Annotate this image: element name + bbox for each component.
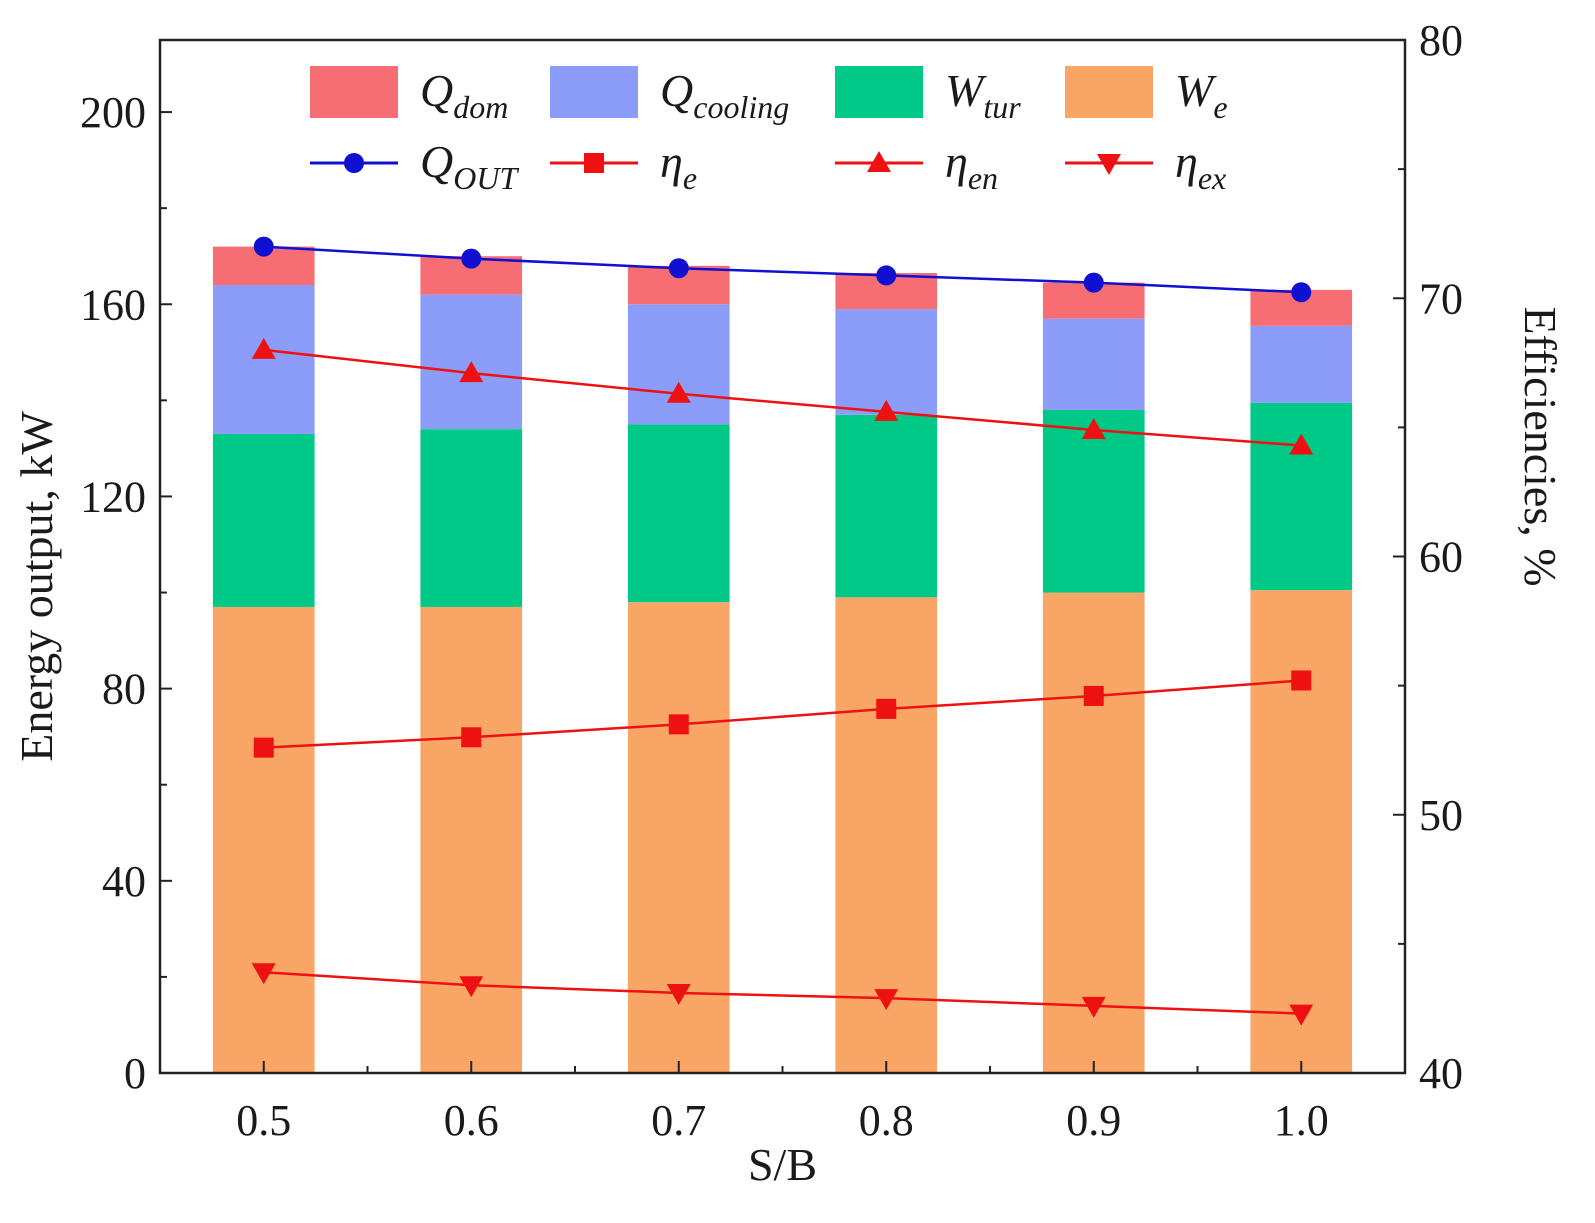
point-q-out-0.8 (876, 265, 897, 286)
x-tick-label: 0.6 (444, 1096, 499, 1145)
line-layer (251, 236, 1314, 1026)
bar-w-tur-0.8 (835, 414, 938, 598)
legend-label: QOUT (420, 136, 519, 196)
legend-label: ηe (660, 136, 697, 196)
legend-item-η-e: ηe (550, 136, 697, 196)
legend-item-q-dom: Qdom (310, 65, 508, 125)
legend-item-η-ex: ηex (1065, 136, 1226, 196)
legend-item-q-out: QOUT (310, 136, 519, 196)
y-tick-label: 160 (80, 280, 146, 329)
bar-w-e-1.0 (1250, 590, 1353, 1073)
point-η-ex-0.6 (459, 976, 484, 998)
line-q-out (263, 245, 1302, 294)
point-q-out-0.7 (668, 258, 689, 279)
point-η-ex-0.8 (874, 989, 899, 1011)
point-η-e-0.9 (1083, 685, 1104, 706)
y-tick-label: 0 (124, 1049, 146, 1098)
point-q-out-1.0 (1291, 282, 1312, 303)
bar-q-cooling-0.7 (627, 304, 730, 425)
bar-q-cooling-0.5 (212, 285, 315, 434)
point-η-en-0.9 (1081, 417, 1106, 439)
bar-layer (212, 246, 1353, 1073)
point-η-e-1.0 (1291, 670, 1312, 691)
legend-marker (867, 151, 891, 172)
point-η-en-0.7 (666, 381, 691, 403)
legend-swatch (310, 66, 398, 118)
legend-label: Wtur (945, 65, 1021, 125)
bar-q-cooling-0.8 (835, 309, 938, 415)
point-η-en-1.0 (1289, 433, 1314, 455)
y2-tick-label: 80 (1419, 16, 1463, 65)
y-tick-label: 40 (102, 857, 146, 906)
legend-item-η-en: ηen (835, 136, 998, 196)
line-η-ex (263, 971, 1302, 1015)
y2-tick-label: 60 (1419, 533, 1463, 582)
point-q-out-0.5 (253, 236, 274, 257)
legend-marker (344, 153, 364, 173)
y-axis-title: Energy output, kW (11, 411, 62, 762)
legend-label: ηen (945, 136, 998, 196)
x-tick-label: 0.7 (651, 1096, 706, 1145)
legend-label: Qcooling (660, 65, 789, 125)
point-η-en-0.6 (459, 361, 484, 383)
legend-swatch (835, 66, 923, 118)
y-tick-label: 200 (80, 88, 146, 137)
bar-w-tur-0.7 (627, 424, 730, 603)
x-tick-label: 0.9 (1066, 1096, 1121, 1145)
legend-item-w-e: We (1065, 65, 1228, 125)
legend-swatch (1065, 66, 1153, 118)
legend-label: We (1175, 65, 1228, 125)
bar-w-tur-1.0 (1250, 402, 1353, 591)
legend-label: ηex (1175, 136, 1226, 196)
axes-layer: 0 40 80 120 160 200 40 50 60 70 80 0.5 0.6 0.7 0.8 0.9 1… (80, 16, 1463, 1145)
point-η-en-0.8 (874, 399, 899, 421)
point-η-e-0.5 (253, 737, 274, 758)
bar-w-e-0.5 (212, 606, 315, 1073)
y2-tick-label: 70 (1419, 274, 1463, 323)
bar-w-tur-0.5 (212, 433, 315, 607)
x-tick-label: 0.5 (236, 1096, 291, 1145)
point-η-ex-0.7 (666, 983, 691, 1005)
y-tick-label: 120 (80, 472, 146, 521)
y2-tick-label: 50 (1419, 791, 1463, 840)
point-η-e-0.7 (668, 714, 689, 735)
line-η-e (263, 679, 1302, 749)
x-tick-label: 1.0 (1274, 1096, 1329, 1145)
line-η-en (263, 348, 1302, 447)
point-η-ex-0.5 (251, 963, 276, 985)
point-η-ex-0.9 (1081, 996, 1106, 1018)
point-η-e-0.6 (461, 727, 482, 748)
bar-w-e-0.9 (1042, 592, 1145, 1073)
x-axis-title: S/B (748, 1139, 817, 1190)
bar-q-cooling-1.0 (1250, 325, 1353, 403)
point-q-out-0.6 (461, 248, 482, 269)
y2-tick-label: 40 (1419, 1049, 1463, 1098)
bar-q-cooling-0.9 (1042, 318, 1145, 410)
point-η-e-0.8 (876, 698, 897, 719)
point-q-out-0.9 (1083, 272, 1104, 293)
legend-item-w-tur: Wtur (835, 65, 1021, 125)
bar-w-tur-0.9 (1042, 409, 1145, 593)
bar-w-e-0.6 (420, 606, 523, 1073)
legend-marker (584, 153, 604, 173)
legend-label: Qdom (420, 65, 508, 125)
y-tick-label: 80 (102, 665, 146, 714)
bar-w-tur-0.6 (420, 429, 523, 607)
x-tick-label: 0.8 (859, 1096, 914, 1145)
legend: Qdom Qcooling Wtur We QOUT ηe ηen ηex (310, 65, 1228, 196)
legend-swatch (550, 66, 638, 118)
point-η-en-0.5 (251, 337, 276, 359)
legend-marker (1097, 154, 1121, 175)
y2-axis-title: Efficiencies, % (1515, 306, 1566, 586)
legend-item-q-cooling: Qcooling (550, 65, 789, 125)
point-η-ex-1.0 (1289, 1004, 1314, 1026)
